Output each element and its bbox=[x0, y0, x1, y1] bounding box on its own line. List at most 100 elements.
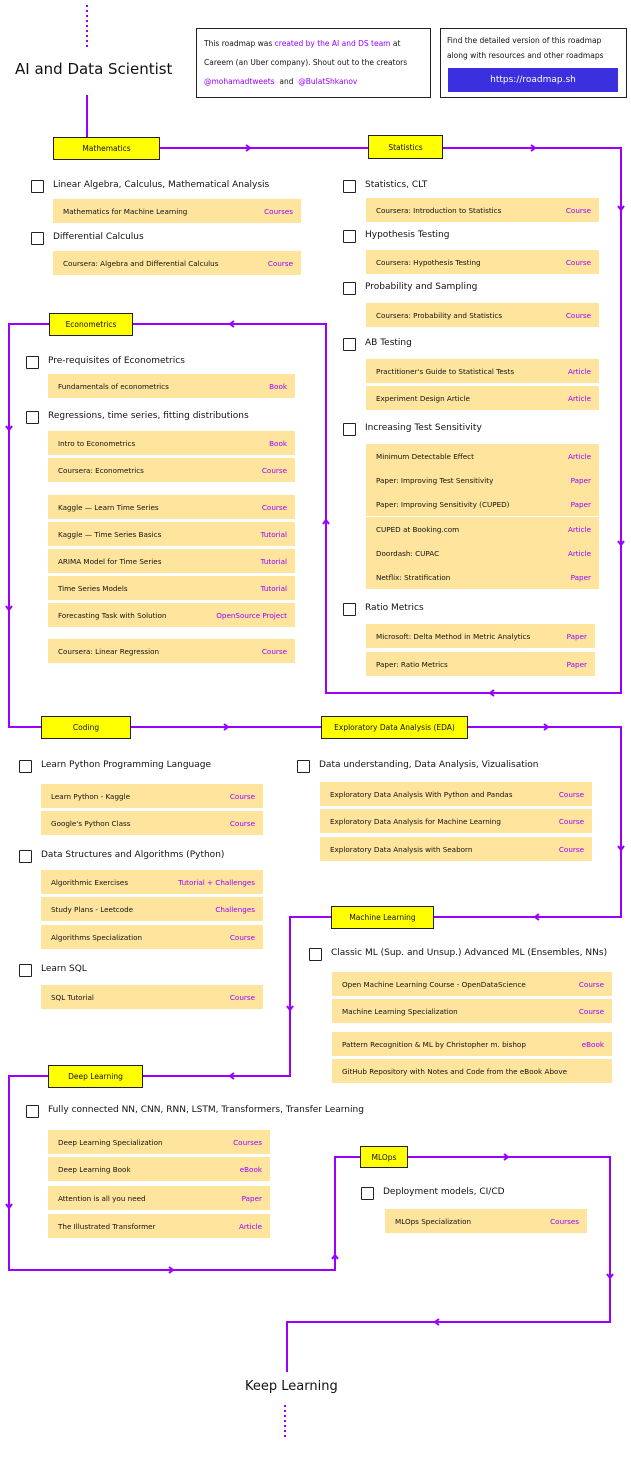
topic-checkbox[interactable] bbox=[19, 964, 32, 977]
resource-link[interactable]: Coursera: Introduction to Statistics Cour… bbox=[366, 198, 599, 222]
resource-link[interactable]: Google's Python Class Course bbox=[41, 811, 263, 835]
resource-link[interactable]: Minimum Detectable Effect Article bbox=[366, 444, 599, 468]
creator-link-2[interactable]: @BulatShkanov bbox=[298, 77, 358, 86]
resource-link[interactable]: MLOps Specialization Courses bbox=[385, 1209, 587, 1233]
section-statistics[interactable]: Statistics bbox=[368, 135, 443, 159]
resource-link[interactable]: Deep Learning Specialization Courses bbox=[48, 1130, 270, 1154]
topic-checkbox[interactable] bbox=[343, 338, 356, 351]
resource-link[interactable]: Paper: Ratio Metrics Paper bbox=[366, 652, 595, 676]
resource-link[interactable]: Coursera: Probability and Statistics Cour… bbox=[366, 303, 599, 327]
resource-link[interactable]: Deep Learning Book eBook bbox=[48, 1157, 270, 1181]
resource-link[interactable]: Algorithmic Exercises Tutorial + Challeng… bbox=[41, 870, 263, 894]
resource-link[interactable]: The Illustrated Transformer Article bbox=[48, 1214, 270, 1238]
topic-checkbox[interactable] bbox=[31, 232, 44, 245]
resource-link[interactable]: Netflix: Stratification Paper bbox=[366, 565, 599, 589]
resource-type-badge: Course bbox=[261, 502, 287, 512]
roadmap-title: AI and Data Scientist bbox=[15, 60, 173, 78]
resource-title: Open Machine Learning Course - OpenDataS… bbox=[342, 979, 526, 989]
creator-link-1[interactable]: @mohamadtweets bbox=[204, 77, 275, 86]
topic-checkbox[interactable] bbox=[19, 850, 32, 863]
resource-link[interactable]: Coursera: Linear Regression Course bbox=[48, 639, 295, 663]
resource-link[interactable]: Coursera: Econometrics Course bbox=[48, 458, 295, 482]
topic-label: Classic ML (Sup. and Unsup.) Advanced ML… bbox=[331, 948, 608, 958]
resource-type-badge: Paper bbox=[570, 572, 591, 582]
topic-checkbox[interactable] bbox=[361, 1187, 374, 1200]
resource-type-badge: Courses bbox=[550, 1216, 579, 1226]
resource-link[interactable]: ARIMA Model for Time Series Tutorial bbox=[48, 549, 295, 573]
topic-checkbox[interactable] bbox=[26, 1105, 39, 1118]
resource-link[interactable]: Attention is all you need Paper bbox=[48, 1186, 270, 1210]
resource-link[interactable]: Algorithms Specialization Course bbox=[41, 925, 263, 949]
resource-link[interactable]: Paper: Improving Sensitivity (CUPED) Pape… bbox=[366, 492, 599, 516]
resource-type-badge: Course bbox=[565, 310, 591, 320]
resource-title: Coursera: Introduction to Statistics bbox=[376, 205, 502, 215]
section-econometrics[interactable]: Econometrics bbox=[49, 313, 133, 336]
resource-link[interactable]: Learn Python - Kaggle Course bbox=[41, 784, 263, 808]
resource-type-badge: Article bbox=[567, 393, 591, 403]
arrow-icon bbox=[433, 1318, 440, 1326]
credits-box: This roadmap was created by the AI and D… bbox=[196, 28, 431, 98]
topic-checkbox[interactable] bbox=[19, 760, 32, 773]
topic-label: Hypothesis Testing bbox=[365, 230, 450, 240]
resource-link[interactable]: Pattern Recognition & ML by Christopher … bbox=[332, 1032, 612, 1056]
resource-link[interactable]: Machine Learning Specialization Course bbox=[332, 999, 612, 1023]
resource-link[interactable]: Exploratory Data Analysis with Seaborn Co… bbox=[320, 837, 592, 861]
connector bbox=[8, 323, 49, 728]
resource-link[interactable]: Study Plans - Leetcode Challenges bbox=[41, 897, 263, 921]
topic-label: Data Structures and Algorithms (Python) bbox=[41, 850, 225, 860]
resource-type-badge: Paper bbox=[241, 1193, 262, 1203]
credits-text: This roadmap was bbox=[204, 39, 273, 48]
resource-link[interactable]: Microsoft: Delta Method in Metric Analyt… bbox=[366, 624, 595, 648]
resource-title: Exploratory Data Analysis with Seaborn bbox=[330, 844, 473, 854]
resource-type-badge: Paper bbox=[566, 659, 587, 669]
resource-link[interactable]: Doordash: CUPAC Article bbox=[366, 541, 599, 565]
resource-type-badge: Challenges bbox=[215, 904, 255, 914]
topic-checkbox[interactable] bbox=[26, 356, 39, 369]
topic-checkbox[interactable] bbox=[26, 411, 39, 424]
topic-label: Data understanding, Data Analysis, Vizua… bbox=[319, 760, 539, 770]
section-machine-learning[interactable]: Machine Learning bbox=[331, 906, 434, 929]
resource-link[interactable]: Intro to Econometrics Book bbox=[48, 431, 295, 455]
section-deep-learning[interactable]: Deep Learning bbox=[48, 1065, 143, 1088]
resource-link[interactable]: Mathematics for Machine Learning Courses bbox=[53, 199, 301, 223]
arrow-icon bbox=[228, 1072, 235, 1080]
resource-link[interactable]: Fundamentals of econometrics Book bbox=[48, 374, 295, 398]
resource-link[interactable]: Exploratory Data Analysis for Machine Le… bbox=[320, 809, 592, 833]
section-mlops[interactable]: MLOps bbox=[360, 1146, 408, 1168]
resource-link[interactable]: Forecasting Task with Solution OpenSource… bbox=[48, 603, 295, 627]
resource-type-badge: Course bbox=[565, 257, 591, 267]
resource-title: Fundamentals of econometrics bbox=[58, 381, 169, 391]
topic-checkbox[interactable] bbox=[343, 603, 356, 616]
resource-link[interactable]: Kaggle — Time Series Basics Tutorial bbox=[48, 522, 295, 546]
topic-checkbox[interactable] bbox=[297, 760, 310, 773]
topic-checkbox[interactable] bbox=[343, 180, 356, 193]
resource-type-badge: Course bbox=[565, 205, 591, 215]
section-coding[interactable]: Coding bbox=[41, 716, 131, 739]
topic-checkbox[interactable] bbox=[343, 423, 356, 436]
resource-link[interactable]: Experiment Design Article Article bbox=[366, 386, 599, 410]
resource-link[interactable]: CUPED at Booking.com Article bbox=[366, 517, 599, 541]
roadmap-sh-button[interactable]: https://roadmap.sh bbox=[448, 68, 618, 92]
resource-link[interactable]: Time Series Models Tutorial bbox=[48, 576, 295, 600]
resource-link[interactable]: Coursera: Algebra and Differential Calcu… bbox=[53, 251, 301, 275]
section-exploratory-data-analysis-eda[interactable]: Exploratory Data Analysis (EDA) bbox=[321, 716, 468, 739]
topic-label: Pre-requisites of Econometrics bbox=[48, 356, 185, 366]
topic-checkbox[interactable] bbox=[343, 282, 356, 295]
resource-title: Deep Learning Book bbox=[58, 1164, 131, 1174]
resource-link[interactable]: SQL Tutorial Course bbox=[41, 985, 263, 1009]
topic-checkbox[interactable] bbox=[343, 230, 356, 243]
resource-link[interactable]: GitHub Repository with Notes and Code fr… bbox=[332, 1059, 612, 1083]
arrow-icon bbox=[245, 144, 252, 152]
topic-checkbox[interactable] bbox=[31, 180, 44, 193]
section-mathematics[interactable]: Mathematics bbox=[53, 137, 160, 160]
topic-checkbox[interactable] bbox=[309, 948, 322, 961]
credits-text: at bbox=[392, 39, 401, 48]
team-link[interactable]: created by the AI and DS team bbox=[274, 39, 391, 48]
resource-link[interactable]: Practitioner's Guide to Statistical Test… bbox=[366, 359, 599, 383]
resource-link[interactable]: Coursera: Hypothesis Testing Course bbox=[366, 250, 599, 274]
resource-link[interactable]: Exploratory Data Analysis With Python an… bbox=[320, 782, 592, 806]
resource-link[interactable]: Paper: Improving Test Sensitivity Paper bbox=[366, 468, 599, 492]
resource-link[interactable]: Kaggle — Learn Time Series Course bbox=[48, 495, 295, 519]
resource-link[interactable]: Open Machine Learning Course - OpenDataS… bbox=[332, 972, 612, 996]
